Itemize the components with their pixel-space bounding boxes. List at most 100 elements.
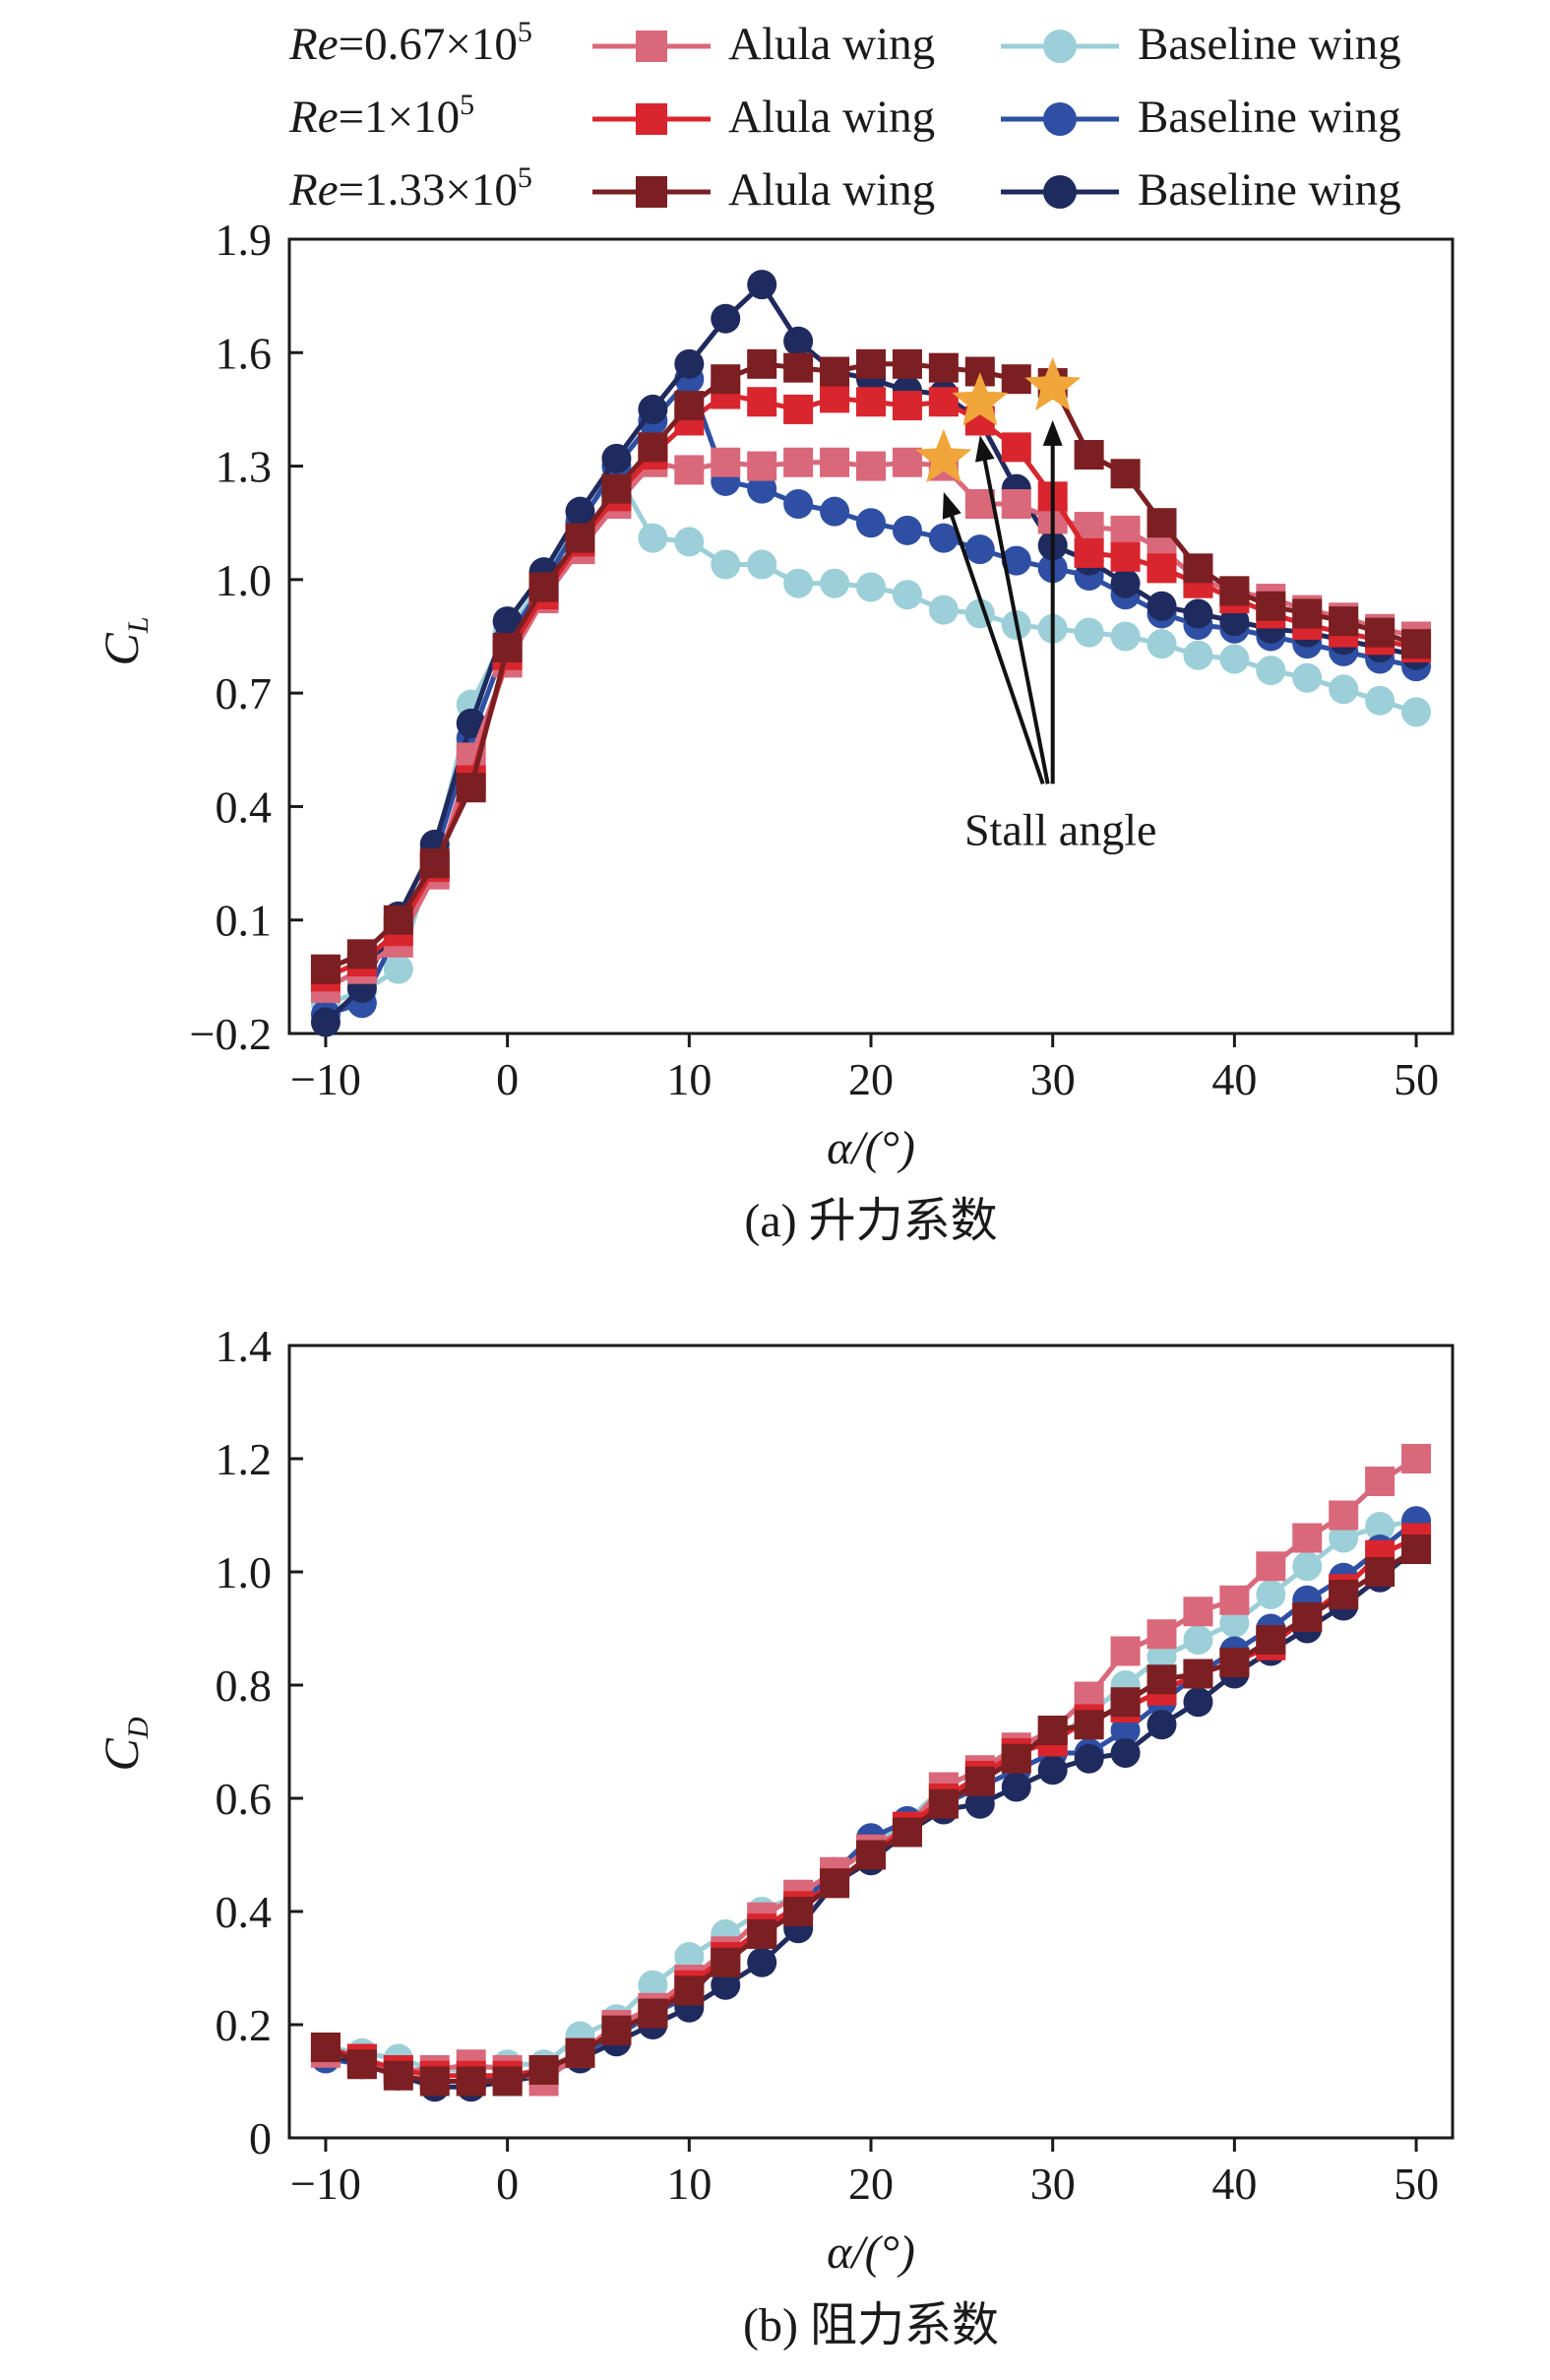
- legend-row-2-re-exp: 5: [460, 89, 474, 121]
- drag-series-alula-3-point: [747, 1919, 777, 1949]
- lift-series-baseline-3-point: [565, 496, 595, 527]
- lift-series-alula-3-point: [310, 954, 341, 984]
- lift-series-baseline-3-point: [783, 326, 814, 356]
- lift-series-baseline-1-point: [1110, 621, 1141, 652]
- lift-series-alula-3-point: [1219, 576, 1250, 606]
- lift-series-alula-3: [310, 348, 1432, 984]
- lift-series-baseline-1-point: [638, 523, 668, 553]
- drag-series-alula-3-point: [528, 2055, 559, 2085]
- drag-series-alula-3-point: [346, 2049, 377, 2080]
- legend-row-2: Re=1×105 Alula wing Baseline wing: [288, 89, 1401, 143]
- drag-series-alula-1-point: [1110, 1636, 1141, 1666]
- drag-y-tick-label: 0.2: [216, 2000, 273, 2050]
- legend-row-2-re-prefix: Re: [288, 92, 339, 143]
- lift-x-tick-label: −10: [290, 1054, 361, 1104]
- drag-x-tick-label: 50: [1394, 2159, 1439, 2209]
- lift-series-alula-3-point: [419, 848, 450, 879]
- drag-series-baseline-3-point: [1074, 1743, 1104, 1774]
- lift-chart-series: [310, 270, 1432, 1037]
- lift-x-tick-label: 10: [666, 1054, 712, 1104]
- drag-series-alula-3: [310, 1534, 1432, 2097]
- lift-series-alula-1-point: [711, 447, 741, 477]
- lift-series-alula-1-point: [1110, 515, 1141, 545]
- lift-series-alula-2-point: [1147, 553, 1177, 584]
- lift-series-baseline-1-point: [711, 549, 741, 580]
- drag-series-alula-3-point: [601, 2015, 632, 2045]
- lift-series-alula-3-point: [783, 352, 814, 383]
- lift-series-baseline-1-point: [1074, 617, 1104, 648]
- drag-chart: 0 0.2 0.4 0.6 0.8 1.0 1.2 1.4 −10 0 10 20 30 40 50 α/(…: [93, 1321, 1455, 2351]
- drag-series-alula-1-point: [1401, 1444, 1432, 1473]
- lift-series-baseline-1-point: [1256, 656, 1286, 686]
- lift-series-baseline-1-point: [1219, 644, 1250, 674]
- lift-series-baseline-2-point: [928, 523, 959, 553]
- legend-label-baseline-1: Baseline wing: [1138, 19, 1401, 70]
- legend-row-3-re-prefix: Re: [288, 164, 339, 216]
- drag-y-tick-label: 1.0: [216, 1547, 273, 1597]
- drag-series-alula-3-point: [892, 1817, 922, 1848]
- lift-series-baseline-1-point: [1365, 685, 1395, 716]
- lift-series-alula-3-point: [638, 432, 668, 463]
- drag-series-baseline-2-point: [1110, 1716, 1141, 1745]
- drag-series-alula-3-point: [1110, 1687, 1141, 1718]
- lift-series-alula-3-point: [383, 905, 413, 935]
- lift-y-tick-label: 1.6: [216, 328, 273, 378]
- drag-series-baseline-1-point: [1256, 1580, 1286, 1609]
- stall-arrowhead: [942, 491, 961, 520]
- legend-row-2-re-value: =1×10: [339, 92, 461, 143]
- lift-series-baseline-3-point: [456, 708, 486, 738]
- lift-series-alula-1-point: [1001, 489, 1031, 519]
- lift-series-alula-3-point: [456, 773, 486, 803]
- legend-label-alula-3: Alula wing: [728, 164, 935, 216]
- lift-series-alula-3-point: [674, 391, 705, 421]
- drag-y-axis-label: CD: [93, 1717, 155, 1771]
- drag-y-tick-label: 0.8: [216, 1660, 273, 1711]
- lift-y-axis-label-main: C: [93, 633, 149, 666]
- drag-y-axis-label-sub: D: [122, 1717, 155, 1739]
- lift-series-alula-3-point: [1401, 629, 1432, 659]
- drag-chart-caption: (b) 阻力系数: [743, 2299, 999, 2351]
- lift-series-alula-2-point: [892, 391, 922, 421]
- svg-text:Re=1.33×105: Re=1.33×105: [288, 161, 532, 216]
- drag-series-baseline-1-point: [1292, 1551, 1323, 1582]
- lift-series-alula-3-point: [1001, 364, 1031, 395]
- drag-series-alula-3-point: [783, 1897, 814, 1926]
- drag-series-alula-3-point: [856, 1840, 886, 1870]
- lift-series-baseline-3-point: [310, 1007, 341, 1037]
- drag-series-alula-1-point: [1219, 1585, 1250, 1615]
- lift-series-baseline-1-point: [1401, 697, 1432, 727]
- stall-angle-label: Stall angle: [964, 804, 1156, 854]
- lift-series-alula-2-point: [747, 387, 777, 417]
- drag-series-alula-3-point: [1329, 1580, 1359, 1609]
- drag-series-alula-3-point: [674, 1975, 705, 2006]
- drag-series-baseline-1-point: [1365, 1512, 1395, 1541]
- drag-plot-frame: [287, 1344, 1455, 2140]
- lift-series-baseline-1-point: [383, 954, 413, 984]
- drag-chart-series: [310, 1444, 1432, 2102]
- lift-x-tick-label: 20: [848, 1054, 894, 1104]
- drag-series-alula-1-point: [1329, 1500, 1359, 1531]
- legend-row-3-re-value: =1.33×10: [339, 164, 518, 216]
- drag-series-alula-3-point: [711, 1947, 741, 1977]
- lift-series-baseline-3-point: [601, 443, 632, 473]
- drag-series-alula-1-point: [1147, 1619, 1177, 1650]
- legend-marker-baseline-2: [1043, 102, 1077, 136]
- legend: Re=0.67×105 Alula wing Baseline wing Re=…: [288, 16, 1401, 216]
- lift-series-alula-3-point: [1256, 591, 1286, 621]
- drag-series-baseline-3-point: [1183, 1687, 1213, 1718]
- drag-chart-axes: 0 0.2 0.4 0.6 0.8 1.0 1.2 1.4 −10 0 10 20 30 40 50: [216, 1321, 1455, 2209]
- lift-series-alula-3-point: [1365, 617, 1395, 648]
- legend-label-alula-1: Alula wing: [728, 19, 935, 70]
- lift-y-tick-label: 1.9: [216, 215, 273, 265]
- stall-arrowhead: [974, 435, 995, 463]
- lift-series-baseline-2-point: [783, 489, 814, 519]
- drag-series-alula-3-point: [383, 2060, 413, 2091]
- lift-series-alula-3-point: [346, 939, 377, 970]
- drag-series-alula-3-point: [1147, 1664, 1177, 1695]
- drag-y-tick-label: 1.2: [216, 1434, 273, 1484]
- lift-series-baseline-1-point: [1147, 629, 1177, 659]
- lift-series-baseline-1-point: [820, 568, 850, 598]
- lift-x-tick-label: 50: [1394, 1054, 1439, 1104]
- drag-series-alula-3-point: [1001, 1743, 1031, 1774]
